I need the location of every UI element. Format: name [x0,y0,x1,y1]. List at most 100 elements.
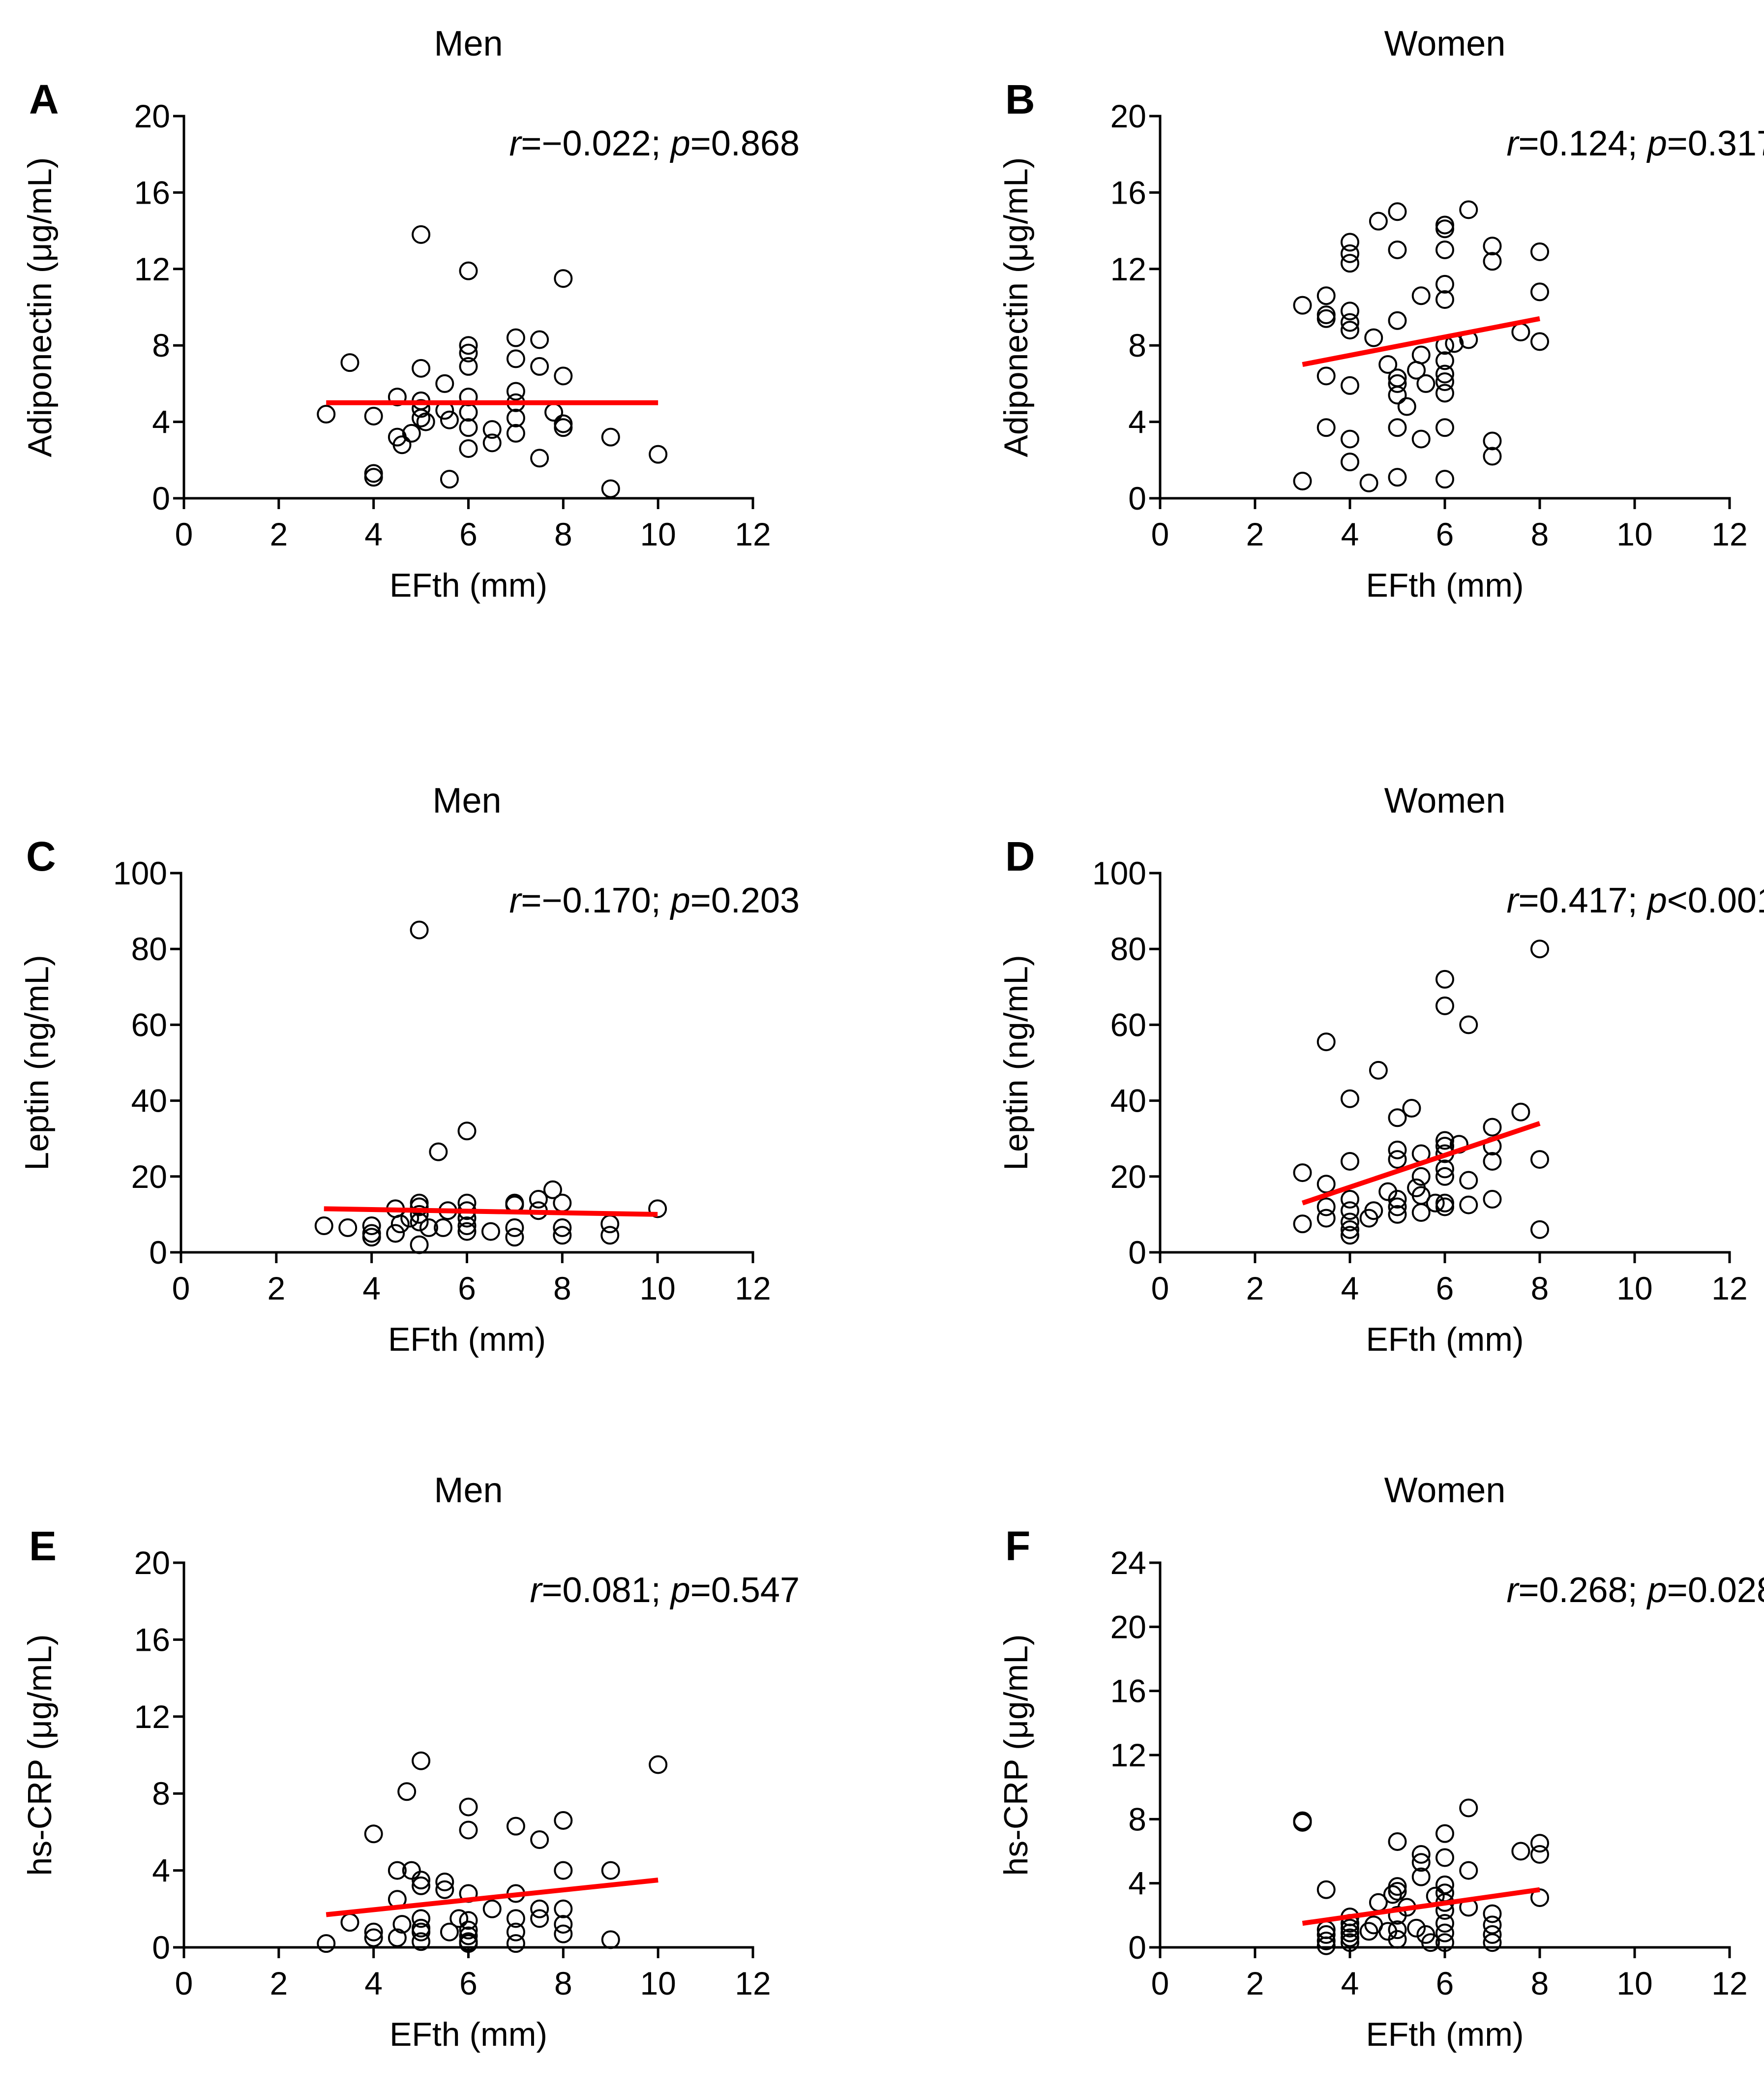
data-point [1397,397,1416,416]
panel-letter: D [1005,833,1035,879]
y-axis-label: hs-CRP (μg/mL) [21,1634,59,1876]
data-point [1316,309,1336,328]
data-point [1341,453,1359,472]
panel-d: 0 20 40 60 80 100 0 2 4 6 8 10 12 EFth (mm) Leptin (ng… [997,781,1764,1358]
data-point [412,408,431,427]
p-value: 0.868 [711,124,800,163]
x-tick-label: 10 [639,1270,675,1306]
data-point [390,1214,410,1234]
data-point [506,1909,525,1928]
x-tick-label: 0 [1151,1965,1169,2001]
data-point [554,366,573,386]
data-point [340,1913,359,1932]
y-tick-label: 60 [1110,1006,1146,1043]
data-point [392,435,412,455]
x-tick-label: 6 [1436,516,1454,552]
data-point [530,330,549,349]
data-point [1483,447,1502,466]
data-point [1388,1190,1407,1209]
y-tick-label: 40 [131,1083,167,1119]
x-tick-label: 4 [364,516,383,552]
data-point [1341,1933,1359,1952]
data-point [505,1228,524,1247]
p-operator: < [1667,881,1688,920]
x-tick-label: 8 [554,516,572,552]
r-symbol: r [1506,1571,1520,1610]
data-point [314,1216,333,1236]
x-tick-label: 10 [640,1965,676,2001]
data-point [1483,431,1502,451]
r-symbol: r [509,124,522,163]
data-point [1435,1914,1454,1933]
data-point [1435,290,1454,309]
data-point [416,412,435,431]
x-tick-label: 8 [1531,1270,1549,1306]
data-point [530,357,549,376]
data-point [482,1899,502,1918]
p-symbol: p [670,1571,690,1610]
data-point [1388,311,1407,330]
data-point [410,1205,429,1224]
data-point [1316,1880,1336,1899]
stats-separator: ; [651,1571,671,1610]
data-point [392,1915,412,1934]
data-point [459,418,478,437]
y-tick-label: 16 [134,1621,170,1658]
data-point [410,1197,429,1216]
r-symbol: r [1506,124,1520,163]
stats-annotation: r=0.124; p=0.317 [1506,124,1764,163]
data-point [1341,1089,1359,1108]
data-point [364,1922,383,1941]
r-symbol: r [509,881,522,920]
panel-letter: F [1005,1523,1030,1569]
data-point [506,408,525,427]
data-point [543,1180,562,1199]
x-tick-label: 10 [1616,1270,1652,1306]
data-point [1435,1167,1454,1186]
data-point [1378,355,1398,374]
data-point [1411,1203,1431,1222]
data-point [601,427,620,447]
data-point [1511,1102,1530,1121]
x-tick-label: 4 [364,1965,383,2001]
data-point [1369,1061,1388,1080]
data-point [1483,1118,1502,1137]
data-point [1388,202,1407,221]
data-point [1435,996,1454,1015]
y-tick-label: 0 [152,1929,170,1966]
data-point [1411,1845,1431,1864]
regression-line [1301,1121,1541,1206]
stats-annotation: r=0.268; p=0.028 [1506,1571,1764,1610]
data-point [1341,1923,1359,1942]
data-point [429,1142,448,1161]
data-point [530,1909,549,1928]
x-tick-label: 6 [1436,1270,1454,1306]
data-point [1530,1220,1549,1239]
y-tick-label: 0 [1128,1234,1146,1271]
data-point [481,1222,500,1241]
panel-c: 0 20 40 60 80 100 0 2 4 6 8 10 12 EFth (mm) Leptin (ng… [18,781,800,1358]
y-tick-label: 16 [1110,1673,1146,1709]
y-tick-label: 60 [131,1006,167,1043]
data-point [1388,1140,1407,1159]
y-tick-label: 16 [1110,174,1146,211]
data-point [1435,274,1454,294]
data-point [317,1934,336,1953]
y-tick-label: 4 [152,1852,170,1889]
data-point [364,468,383,487]
x-tick-label: 12 [735,1965,771,2001]
regression-line [1302,1887,1540,1926]
data-point [1388,1108,1407,1127]
data-point [1316,1925,1336,1944]
data-point [506,1922,525,1941]
panel-letter: A [29,76,59,122]
y-axis-label: Adiponectin (μg/mL) [997,157,1035,457]
p-value: 0.317 [1688,124,1764,163]
data-point [1411,1867,1431,1886]
data-point [1459,1015,1478,1034]
x-tick-label: 2 [1246,516,1264,552]
data-point [600,1226,620,1245]
x-tick-label: 6 [1436,1965,1454,2001]
data-point [1341,1201,1359,1220]
